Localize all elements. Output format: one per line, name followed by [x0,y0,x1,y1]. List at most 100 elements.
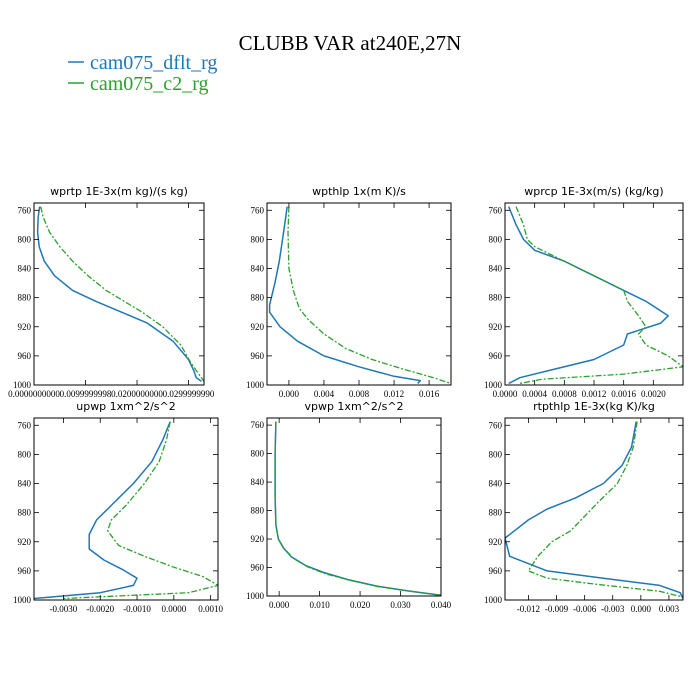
panel-title: wprcp 1E-3x(m/s) (kg/kg) [524,185,663,198]
panel-title: wpthlp 1x(m K)/s [312,185,406,198]
series-line-c2 [527,421,683,598]
y-tick-label: 840 [18,479,32,489]
y-tick-label: 920 [489,537,503,547]
y-tick-label: 920 [18,322,32,332]
x-tick-label: 0.0016 [611,389,636,399]
panel-frame [33,417,219,601]
series-line-c2 [287,206,451,385]
y-tick-label: 960 [18,566,32,576]
legend: cam075_dflt_rg cam075_c2_rg [68,52,217,95]
y-tick-label: 880 [18,508,32,518]
x-tick-label: 0.0200000000 [111,389,163,399]
y-tick-label: 800 [18,234,32,244]
y-tick-label: 960 [489,351,503,361]
panel-6: rtpthlp 1E-3x(kg K)/kg 760 800 840 880 920 960… [484,400,684,614]
series-line-c2 [40,206,204,382]
y-tick-label: 880 [251,506,265,516]
panel-2: wpthlp 1x(m K)/s 760 800 840 880 920 960 1000 0.… [246,185,452,399]
x-tick-label: 0.012 [384,389,404,399]
y-tick-label: 800 [251,449,265,459]
x-tick-label: 0.0004 [522,389,547,399]
x-tick-label: 0.030 [390,600,411,610]
panel-frame [266,417,442,597]
panel-frame [504,417,684,601]
y-tick-label: 960 [251,351,265,361]
x-tick-label: -0.0020 [86,604,114,614]
panel-title: rtpthlp 1E-3x(kg K)/kg [533,400,655,413]
y-tick-label: 1000 [246,380,265,390]
x-tick-label: 0.0012 [582,389,607,399]
panel-title: vpwp 1xm^2/s^2 [304,400,403,413]
x-tick-label: 0.000 [269,600,290,610]
x-tick-label: 0.0000 [161,604,186,614]
y-tick-label: 840 [251,264,265,274]
x-tick-label: -0.012 [517,604,540,614]
x-tick-label: 0.003 [659,604,680,614]
y-tick-label: 1000 [13,595,32,605]
y-tick-label: 920 [251,322,265,332]
panel-title: wprtp 1E-3x(m kg)/(s kg) [50,185,188,198]
x-tick-label: 0.016 [419,389,440,399]
x-tick-label: 0.0299999990 [163,389,215,399]
legend-label-c2: cam075_c2_rg [90,73,209,95]
panels: wprtp 1E-3x(m kg)/(s kg) 760 800 840 880 920 9… [8,185,684,614]
y-tick-label: 760 [489,205,503,215]
x-tick-label: 0.0010 [198,604,223,614]
y-tick-label: 960 [251,563,265,573]
y-tick-label: 840 [489,264,503,274]
y-tick-label: 960 [18,351,32,361]
panel-5: vpwp 1xm^2/s^2 760 800 840 880 920 960 1000 0.00… [246,400,452,610]
x-tick-label: -0.0010 [123,604,151,614]
y-tick-label: 880 [18,293,32,303]
panel-frame [504,202,684,386]
y-tick-label: 1000 [246,591,265,601]
y-tick-label: 800 [489,449,503,459]
series-line-dflt [505,421,683,599]
x-tick-label: -0.003 [601,604,625,614]
x-tick-label: 0.0020 [641,389,666,399]
y-tick-label: 840 [489,479,503,489]
y-tick-label: 880 [489,508,503,518]
panel-3: wprcp 1E-3x(m/s) (kg/kg) 760 800 840 880 920 9… [484,185,684,399]
x-tick-label: 0.020 [350,600,371,610]
series-line-dflt [274,421,441,596]
y-tick-label: 840 [251,477,265,487]
panel-title: upwp 1xm^2/s^2 [76,400,176,413]
panel-1: wprtp 1E-3x(m kg)/(s kg) 760 800 840 880 920 9… [8,185,215,399]
series-line-c2 [63,421,218,600]
series-line-dflt [268,206,422,385]
x-tick-label: 0.000 [631,604,652,614]
y-tick-label: 920 [18,537,32,547]
x-tick-label: -0.009 [545,604,569,614]
y-tick-label: 880 [489,293,503,303]
x-tick-label: 0.0008 [552,389,577,399]
panel-frame [33,202,205,386]
y-tick-label: 760 [18,205,32,215]
x-tick-label: -0.006 [573,604,597,614]
x-tick-label: 0.0000000000 [8,389,60,399]
x-tick-label: 0.010 [309,600,330,610]
y-tick-label: 880 [251,293,265,303]
y-tick-label: 800 [489,234,503,244]
y-tick-label: 840 [18,264,32,274]
x-tick-label: 0.000 [279,389,300,399]
y-tick-label: 1000 [484,595,503,605]
legend-label-dflt: cam075_dflt_rg [90,52,217,74]
y-tick-label: 1000 [484,380,503,390]
y-tick-label: 760 [251,420,265,430]
y-tick-label: 1000 [13,380,32,390]
y-tick-label: 960 [489,566,503,576]
y-tick-label: 760 [251,205,265,215]
x-tick-label: 0.0099999998 [60,389,112,399]
y-tick-label: 920 [251,534,265,544]
x-tick-label: 0.040 [431,600,452,610]
series-line-c2 [515,206,683,385]
y-tick-label: 800 [251,234,265,244]
y-tick-label: 760 [489,420,503,430]
series-line-dflt [36,206,202,383]
series-line-c2 [274,421,441,596]
figure-title: CLUBB VAR at240E,27N [239,31,462,55]
y-tick-label: 920 [489,322,503,332]
series-line-dflt [508,206,669,385]
